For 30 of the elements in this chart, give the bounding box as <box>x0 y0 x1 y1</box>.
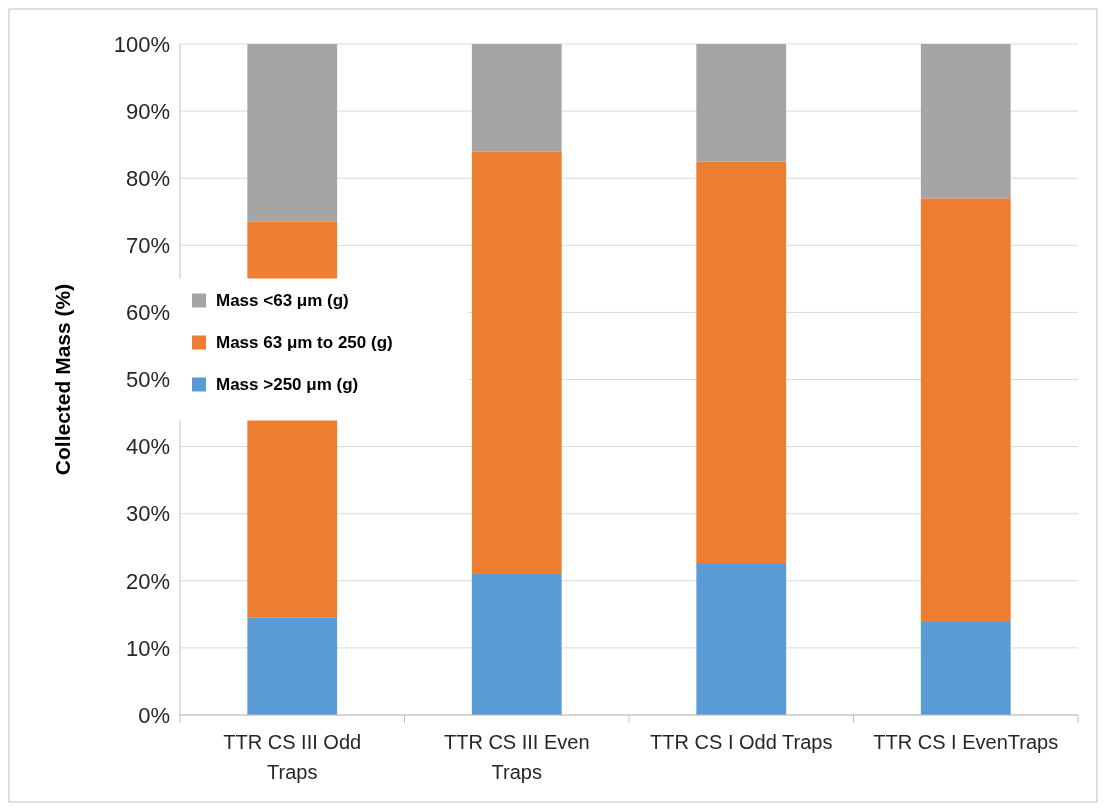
bar <box>247 44 338 222</box>
bar <box>471 151 562 575</box>
x-tick-label: TTR CS I EvenTraps <box>873 731 1059 753</box>
legend-label: Mass <63 μm (g) <box>216 291 349 311</box>
y-tick-label: 40% <box>125 434 170 460</box>
y-tick-label: 100% <box>113 31 170 57</box>
bar <box>920 621 1011 715</box>
y-tick-label: 60% <box>125 300 170 326</box>
legend-label: Mass >250 μm (g) <box>216 375 359 395</box>
x-tick-label: TTR CS I Odd Traps <box>650 731 833 753</box>
y-axis-title: Collected Mass (%) <box>51 283 74 476</box>
y-tick-label: 10% <box>125 635 170 661</box>
x-tick-label: TTR CS III Odd Traps <box>223 731 362 783</box>
y-tick-label: 30% <box>125 501 170 527</box>
y-tick-label: 0% <box>138 702 170 728</box>
bar <box>696 44 787 162</box>
bar <box>696 564 787 715</box>
x-tick-label: TTR CS III Even Traps <box>443 731 590 783</box>
legend-label: Mass 63 μm to 250 (g) <box>216 333 393 353</box>
y-tick-label: 20% <box>125 568 170 594</box>
bar <box>471 574 562 715</box>
bar <box>247 617 338 715</box>
bar <box>920 44 1011 199</box>
y-tick-label: 50% <box>125 367 170 393</box>
y-tick-label: 70% <box>125 233 170 258</box>
y-tick-label: 90% <box>125 98 170 124</box>
bar <box>696 161 787 565</box>
y-tick-label: 80% <box>125 165 170 191</box>
bar <box>471 44 562 152</box>
bar <box>920 198 1011 622</box>
